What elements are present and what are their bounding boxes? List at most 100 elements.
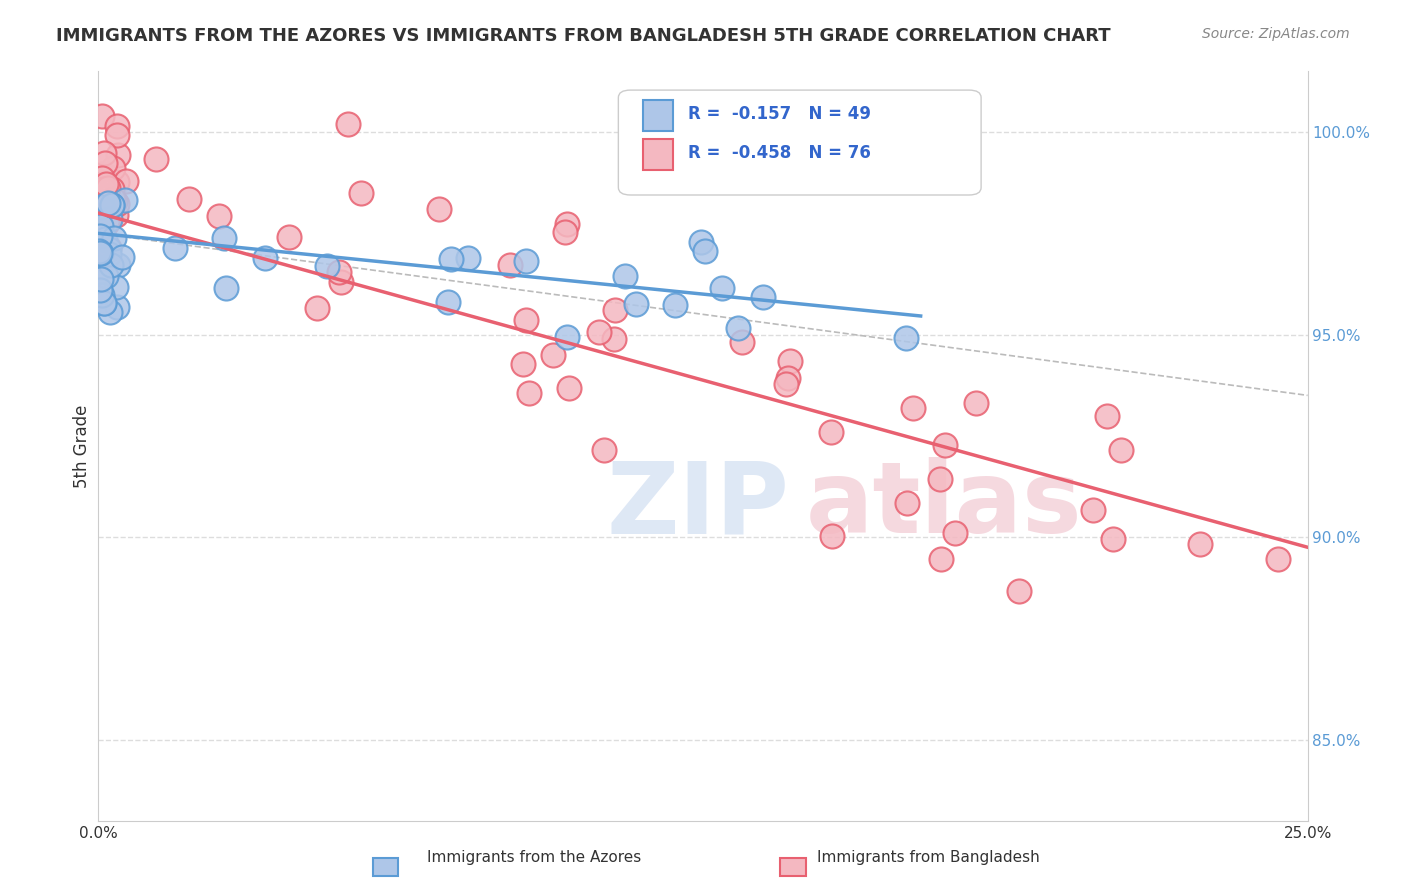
Point (1097, 409, 1119, 424)
Point (277, 230, 299, 244)
Point (1083, 502, 1105, 516)
Text: ZIP: ZIP (606, 458, 789, 555)
Text: R =  -0.157   N = 49: R = -0.157 N = 49 (689, 105, 872, 123)
Point (145, 152, 167, 166)
Point (896, 496, 918, 510)
Point (94, 240, 117, 254)
Point (163, 241, 186, 255)
Point (177, 192, 200, 206)
Point (350, 186, 373, 201)
Point (894, 331, 917, 345)
Point (515, 313, 537, 327)
Point (90, 246, 112, 260)
Point (1008, 583, 1031, 598)
Point (98, 209, 121, 223)
Point (101, 198, 124, 212)
Point (695, 244, 717, 259)
Point (97, 242, 120, 256)
Point (499, 258, 522, 272)
Text: atlas: atlas (806, 458, 1083, 555)
Point (555, 329, 578, 343)
Point (901, 401, 924, 415)
Point (104, 194, 127, 208)
Point (512, 357, 534, 371)
Point (105, 119, 128, 133)
Point (555, 217, 578, 231)
Point (100, 259, 122, 273)
Point (94, 156, 117, 170)
Point (97, 189, 120, 203)
Point (107, 148, 129, 162)
Point (90, 288, 112, 302)
Point (624, 297, 647, 311)
Text: R =  -0.458   N = 76: R = -0.458 N = 76 (689, 144, 872, 162)
Point (776, 370, 799, 384)
Point (89, 283, 111, 297)
Text: Immigrants from Bangladesh: Immigrants from Bangladesh (817, 850, 1039, 865)
Point (820, 425, 842, 440)
Point (89, 210, 111, 224)
Point (101, 192, 124, 206)
Point (457, 251, 479, 265)
Point (90, 167, 112, 181)
Point (90, 272, 112, 286)
Point (98, 241, 121, 255)
Point (104, 208, 127, 222)
Point (93, 186, 115, 200)
Point (115, 174, 138, 188)
Point (94, 174, 117, 188)
Point (305, 301, 328, 315)
Point (89, 177, 111, 191)
Point (97, 247, 120, 261)
Text: Immigrants from the Azores: Immigrants from the Azores (427, 850, 641, 865)
Point (93, 295, 115, 310)
Point (929, 472, 952, 486)
Point (91, 244, 114, 258)
Point (588, 325, 610, 339)
Point (779, 354, 801, 368)
Point (934, 438, 956, 452)
Point (94, 268, 117, 283)
Point (943, 526, 966, 541)
Point (105, 300, 128, 314)
Point (103, 231, 125, 245)
Point (101, 198, 124, 212)
Point (96, 216, 118, 230)
Point (107, 258, 129, 272)
Bar (643, 100, 673, 131)
Point (90, 219, 112, 234)
Point (215, 281, 238, 295)
Point (603, 303, 626, 318)
Point (91, 170, 114, 185)
Point (1267, 552, 1289, 566)
Point (93, 182, 115, 196)
Point (96, 205, 118, 219)
Point (437, 294, 460, 309)
Point (93, 295, 115, 310)
Point (731, 334, 754, 349)
Point (94, 232, 117, 246)
Point (1189, 536, 1212, 550)
Point (98, 185, 121, 199)
Point (541, 348, 564, 362)
Point (775, 376, 797, 391)
Point (96, 210, 118, 224)
Point (104, 280, 127, 294)
Point (96, 177, 118, 191)
Point (614, 269, 637, 284)
Point (336, 117, 359, 131)
Point (90, 242, 112, 256)
Point (752, 290, 775, 304)
Text: IMMIGRANTS FROM THE AZORES VS IMMIGRANTS FROM BANGLADESH 5TH GRADE CORRELATION C: IMMIGRANTS FROM THE AZORES VS IMMIGRANTS… (56, 27, 1111, 45)
Point (98, 305, 121, 319)
Point (208, 209, 231, 223)
Point (91, 109, 114, 123)
Point (212, 231, 235, 245)
Point (87, 244, 110, 258)
Point (557, 381, 579, 395)
Point (727, 320, 749, 334)
Point (427, 202, 450, 217)
Point (89, 261, 111, 276)
Point (821, 529, 844, 543)
Point (315, 259, 337, 273)
